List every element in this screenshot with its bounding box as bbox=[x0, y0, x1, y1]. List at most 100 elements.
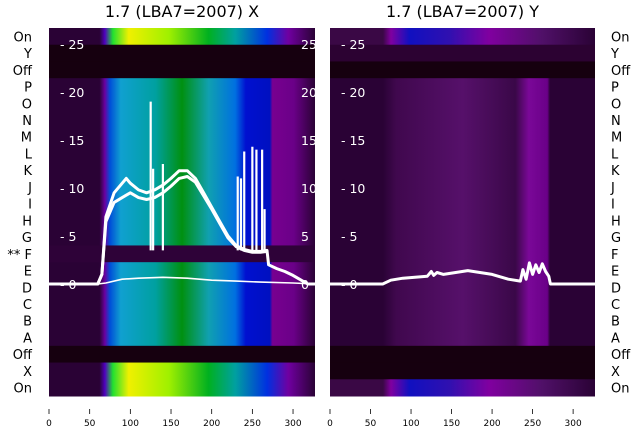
row-label: Off bbox=[611, 64, 631, 79]
x-tick-label: 100 bbox=[122, 419, 139, 429]
row-label: Off bbox=[13, 348, 33, 363]
row-label: M bbox=[611, 131, 622, 146]
heatmap-row bbox=[330, 278, 595, 297]
chart-title: 1.7 (LBA7=2007) X bbox=[105, 2, 259, 21]
x-tick-label: 300 bbox=[565, 419, 582, 429]
row-label: K bbox=[23, 164, 32, 179]
row-label: C bbox=[611, 298, 620, 313]
heatmap-row bbox=[330, 228, 595, 246]
heatmap-row bbox=[330, 245, 595, 263]
heatmap-row bbox=[330, 61, 595, 79]
heatmap-row bbox=[49, 94, 315, 113]
heatmap-row bbox=[330, 379, 595, 397]
series-line-spectrum bbox=[330, 261, 595, 286]
row-label: M bbox=[21, 131, 32, 146]
x-tick-label: 200 bbox=[203, 419, 220, 429]
x-tick-label: 250 bbox=[244, 419, 261, 429]
heatmap-row bbox=[330, 312, 595, 330]
heatmap-row bbox=[330, 44, 595, 62]
y-tick-label: - 5 bbox=[341, 229, 357, 244]
heatmap-row bbox=[330, 94, 595, 113]
row-label: F bbox=[611, 248, 618, 263]
y-tick-label-right: 10 bbox=[301, 181, 317, 196]
y-tick-label: - 25 bbox=[60, 37, 84, 52]
row-label: N bbox=[22, 114, 32, 129]
x-tick-label: 100 bbox=[402, 419, 419, 429]
row-label: I bbox=[28, 198, 32, 213]
heatmap-row bbox=[49, 44, 315, 62]
heatmap-row bbox=[330, 28, 595, 46]
heatmap-row bbox=[330, 145, 595, 163]
x-tick-label: 0 bbox=[327, 419, 333, 429]
series-line-baseline bbox=[49, 276, 316, 285]
row-label: A bbox=[611, 331, 620, 346]
row-label: D bbox=[611, 281, 621, 296]
row-label: B bbox=[611, 315, 620, 330]
row-label: On bbox=[14, 382, 32, 397]
heatmap-row bbox=[330, 345, 595, 364]
row-label: L bbox=[25, 147, 33, 162]
row-label: Y bbox=[23, 47, 32, 62]
y-tick-label: - 20 bbox=[60, 85, 84, 100]
row-label: P bbox=[24, 81, 32, 96]
y-tick-label: - 10 bbox=[60, 181, 84, 196]
row-label: D bbox=[22, 281, 32, 296]
row-label: J bbox=[27, 181, 32, 196]
heatmap-row bbox=[330, 128, 595, 146]
y-tick-label-right: 15 bbox=[301, 133, 317, 148]
y-tick-label: - 15 bbox=[341, 133, 365, 148]
heatmap-row bbox=[49, 262, 315, 280]
row-label: On bbox=[611, 30, 629, 45]
row-label: J bbox=[610, 181, 615, 196]
x-tick-label: 300 bbox=[284, 419, 301, 429]
panel-y: 1.7 (LBA7=2007) YOnYOffPONMLKJIHGFEDCBAO… bbox=[327, 2, 631, 429]
row-label: I bbox=[611, 198, 615, 213]
row-label: O bbox=[22, 97, 32, 112]
heatmap-row bbox=[330, 178, 595, 196]
row-label: ** F bbox=[7, 248, 32, 263]
row-label: H bbox=[22, 214, 32, 229]
row-label: E bbox=[24, 265, 32, 280]
heatmap-row bbox=[49, 28, 315, 46]
heatmap-row bbox=[49, 329, 315, 347]
heatmap-row bbox=[49, 278, 315, 297]
row-label: On bbox=[611, 382, 629, 397]
heatmap-row bbox=[330, 329, 595, 347]
x-tick-label: 50 bbox=[365, 419, 377, 429]
heatmap-row bbox=[49, 195, 315, 213]
row-label: O bbox=[611, 97, 621, 112]
y-tick-label-right: 20 bbox=[301, 85, 317, 100]
y-tick-label: - 25 bbox=[341, 37, 365, 52]
series-line-spectrum-upper bbox=[49, 169, 315, 286]
heatmap-row bbox=[330, 78, 595, 96]
heatmap-row bbox=[49, 111, 315, 129]
row-label: Y bbox=[610, 47, 619, 62]
row-label: G bbox=[611, 231, 621, 246]
heatmap-row bbox=[330, 295, 595, 313]
y-tick-label: - 20 bbox=[341, 85, 365, 100]
heatmap-row bbox=[49, 78, 315, 96]
row-label: A bbox=[23, 331, 32, 346]
y-tick-label: - 10 bbox=[341, 181, 365, 196]
row-label: P bbox=[611, 81, 619, 96]
row-label: N bbox=[611, 114, 621, 129]
row-label: Off bbox=[611, 348, 631, 363]
heatmap-row bbox=[49, 228, 315, 246]
row-label: C bbox=[23, 298, 32, 313]
heatmap-row bbox=[330, 362, 595, 380]
row-label: K bbox=[611, 164, 620, 179]
heatmap-row bbox=[49, 362, 315, 380]
x-tick-label: 250 bbox=[524, 419, 541, 429]
row-label: Off bbox=[13, 64, 33, 79]
heatmap-row bbox=[49, 212, 315, 230]
heatmap-row bbox=[49, 128, 315, 146]
y-tick-label: - 5 bbox=[60, 229, 76, 244]
row-label: H bbox=[611, 214, 621, 229]
row-label: L bbox=[611, 147, 619, 162]
heatmap-row bbox=[330, 195, 595, 213]
heatmap-row bbox=[330, 111, 595, 129]
x-tick-label: 50 bbox=[84, 419, 96, 429]
y-tick-label: - 15 bbox=[60, 133, 84, 148]
y-tick-label-right: 5 bbox=[301, 229, 309, 244]
